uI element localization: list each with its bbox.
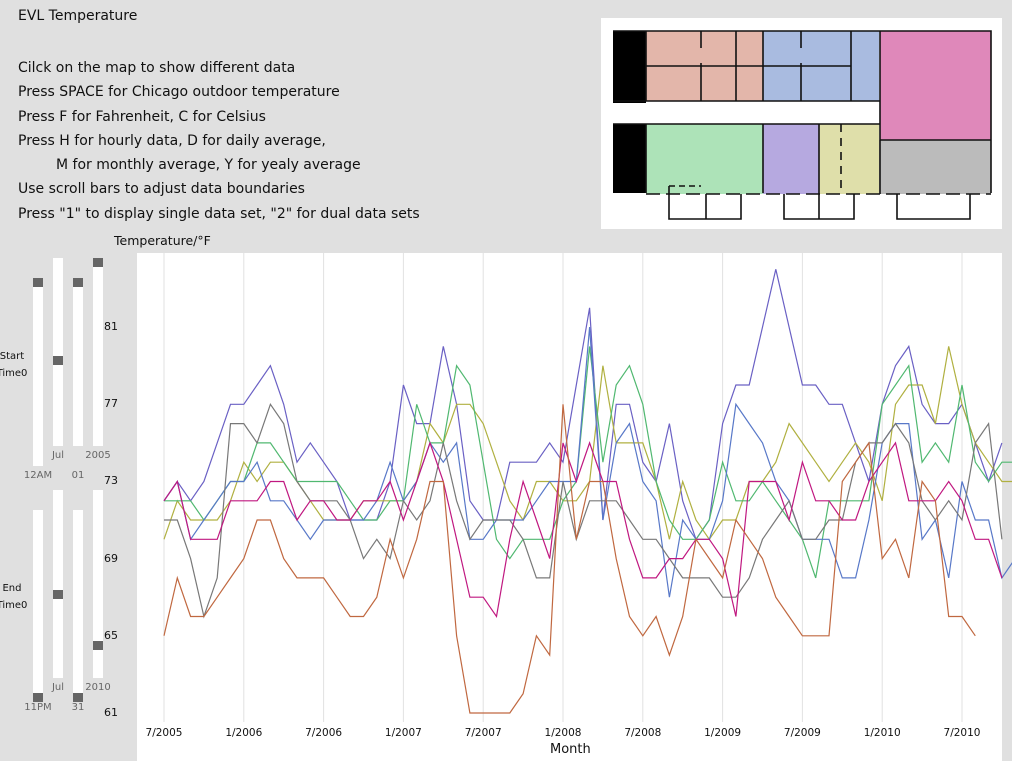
y-tick-label: 61: [104, 706, 118, 719]
x-tick-label: 1/2009: [704, 727, 742, 739]
x-tick-label: 1/2010: [863, 727, 901, 739]
room-gray[interactable]: [879, 140, 991, 194]
slider-thumb[interactable]: [93, 641, 103, 650]
chart-area: [137, 253, 1002, 761]
end-label-line2: Time0: [0, 600, 28, 611]
start-time-label: Start Time0: [0, 348, 32, 382]
app-title: EVL Temperature: [18, 8, 138, 24]
x-tick-label: 1/2008: [544, 727, 582, 739]
x-tick-label: 1/2007: [384, 727, 422, 739]
slider-thumb[interactable]: [53, 356, 63, 365]
end-day-value: 31: [71, 702, 85, 713]
series-line: [164, 346, 1012, 579]
x-tick-label: 7/2005: [145, 727, 183, 739]
series-line: [163, 269, 1003, 541]
start-hour-value: 12AM: [23, 470, 53, 481]
room-pink[interactable]: [880, 31, 991, 140]
instruction-line: Press H for hourly data, D for daily ave…: [18, 132, 326, 149]
instruction-line: Press F for Fahrenheit, C for Celsius: [18, 108, 266, 125]
start-day-slider[interactable]: [73, 278, 83, 446]
instruction-line: Cilck on the map to show different data: [18, 60, 296, 76]
instruction-line: Press "1" to display single data set, "2…: [18, 205, 420, 222]
y-tick-label: 65: [104, 628, 118, 642]
end-year-slider[interactable]: [93, 490, 103, 678]
instruction-line: Use scroll bars to adjust data boundarie…: [18, 181, 305, 198]
instructions: Cilck on the map to show different data …: [18, 56, 420, 226]
x-tick-label: 1/2006: [225, 727, 263, 739]
x-axis-label: Month: [550, 742, 591, 757]
series-line: [163, 346, 1012, 541]
room-black-1[interactable]: [613, 31, 646, 103]
instruction-line: M for monthly average, Y for yealy avera…: [56, 157, 361, 174]
y-tick-label: 69: [104, 551, 118, 565]
x-tick-label: 7/2007: [464, 727, 502, 739]
series-line: [163, 441, 1003, 619]
end-month-value: Jul: [51, 682, 65, 693]
series-line: [163, 404, 976, 714]
x-tick-label: 7/2008: [624, 727, 662, 739]
end-label-line1: End: [2, 583, 22, 594]
y-tick-label: 73: [104, 474, 118, 488]
slider-thumb[interactable]: [73, 693, 83, 702]
start-month-value: Jul: [51, 450, 65, 461]
start-hour-slider[interactable]: [33, 278, 43, 466]
slider-thumb[interactable]: [53, 590, 63, 599]
room-green[interactable]: [646, 124, 763, 194]
start-day-value: 01: [71, 470, 85, 481]
room-olive[interactable]: [819, 124, 879, 194]
end-day-slider[interactable]: [73, 510, 83, 702]
y-tick-label: 77: [104, 397, 118, 411]
end-year-value: 2010: [85, 682, 111, 693]
end-hour-value: 11PM: [24, 702, 52, 713]
end-time-label: End Time0: [0, 580, 32, 614]
floor-walls: [613, 30, 992, 220]
end-month-slider[interactable]: [53, 490, 63, 678]
slider-thumb[interactable]: [33, 278, 43, 287]
y-tick-label: 81: [104, 320, 118, 334]
start-label-line2: Time0: [0, 368, 28, 379]
room-purple[interactable]: [763, 124, 819, 194]
slider-thumb[interactable]: [73, 278, 83, 287]
y-axis-label: Temperature/°F: [114, 233, 211, 248]
x-tick-label: 7/2009: [783, 727, 821, 739]
x-tick-label: 7/2010: [943, 727, 981, 739]
start-label-line1: Start: [0, 351, 25, 362]
start-year-slider[interactable]: [93, 258, 103, 446]
start-year-value: 2005: [85, 450, 111, 461]
floor-map[interactable]: [601, 18, 1002, 229]
x-tick-label: 7/2006: [305, 727, 343, 739]
instruction-line: Press SPACE for Chicago outdoor temperat…: [18, 84, 340, 101]
slider-thumb[interactable]: [33, 693, 43, 702]
room-black-2[interactable]: [613, 124, 646, 193]
end-hour-slider[interactable]: [33, 510, 43, 702]
start-month-slider[interactable]: [53, 258, 63, 446]
slider-thumb[interactable]: [93, 258, 103, 267]
